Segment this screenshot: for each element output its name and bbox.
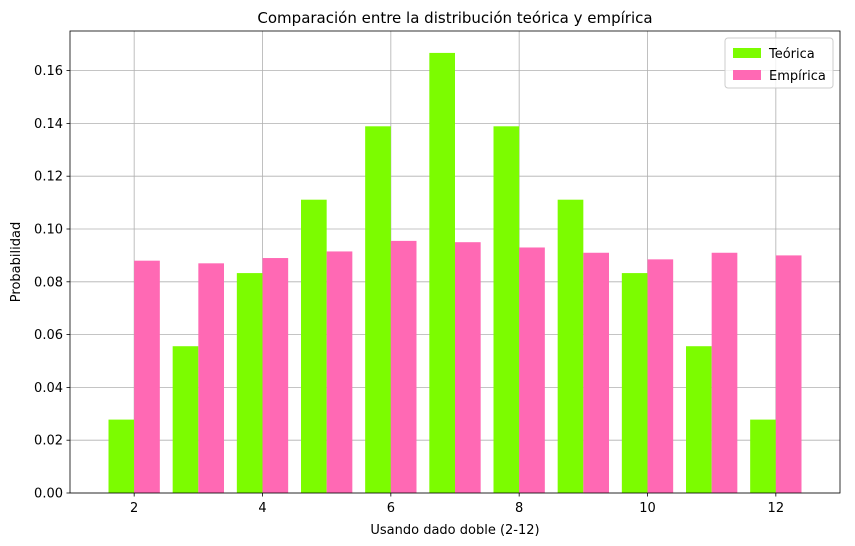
chart-title: Comparación entre la distribución teóric… — [257, 9, 652, 27]
bar-teorica — [621, 273, 648, 493]
y-tick-label: 0.08 — [34, 275, 63, 290]
bar-teorica — [172, 346, 199, 493]
x-tick-label: 12 — [768, 501, 785, 516]
bars — [108, 52, 802, 494]
x-axis-ticks: 2 4 6 8 10 12 — [130, 493, 784, 516]
bar-teorica — [108, 419, 135, 493]
bar-empirica — [134, 260, 160, 493]
bar-empirica — [198, 263, 224, 493]
x-tick-label: 4 — [258, 501, 266, 516]
bar-teorica — [493, 126, 520, 493]
bar-empirica — [519, 247, 545, 493]
y-tick-label: 0.14 — [34, 117, 63, 132]
bar-empirica — [647, 259, 674, 493]
y-tick-label: 0.10 — [34, 223, 63, 238]
x-tick-label: 10 — [639, 501, 656, 516]
bar-teorica — [236, 273, 263, 493]
bar-empirica — [262, 258, 289, 493]
y-tick-label: 0.12 — [34, 170, 63, 185]
x-tick-label: 6 — [387, 501, 395, 516]
legend-label: Teórica — [768, 47, 815, 62]
x-tick-label: 8 — [515, 501, 523, 516]
bar-teorica — [557, 199, 584, 494]
y-tick-label: 0.06 — [34, 328, 63, 343]
y-axis-label: Probabilidad — [9, 222, 24, 302]
bar-empirica — [711, 252, 738, 493]
plot-frame — [69, 30, 841, 494]
y-tick-label: 0.16 — [34, 64, 63, 79]
bar-teorica — [301, 199, 327, 494]
x-tick-label: 2 — [130, 501, 138, 516]
bar-teorica — [686, 346, 712, 493]
bar-empirica — [326, 251, 353, 493]
bar-teorica — [365, 126, 391, 493]
legend-swatch — [733, 70, 761, 80]
y-tick-label: 0.04 — [34, 381, 63, 396]
legend-label: Empírica — [769, 69, 826, 84]
legend-swatch — [733, 48, 761, 58]
x-axis-label: Usando dado doble (2-12) — [370, 523, 539, 538]
y-tick-label: 0.00 — [34, 487, 63, 502]
bar-teorica — [750, 419, 776, 493]
y-axis-ticks: 0.00 0.02 0.04 0.06 0.08 0.10 0.12 0.14 0.16 — [34, 64, 70, 502]
y-tick-label: 0.02 — [34, 434, 63, 449]
bar-empirica — [775, 255, 802, 493]
bar-teorica — [429, 52, 455, 494]
legend: Teórica Empírica — [724, 37, 834, 89]
bar-empirica — [583, 252, 609, 493]
bar-empirica — [390, 240, 417, 493]
bar-empirica — [455, 242, 481, 493]
